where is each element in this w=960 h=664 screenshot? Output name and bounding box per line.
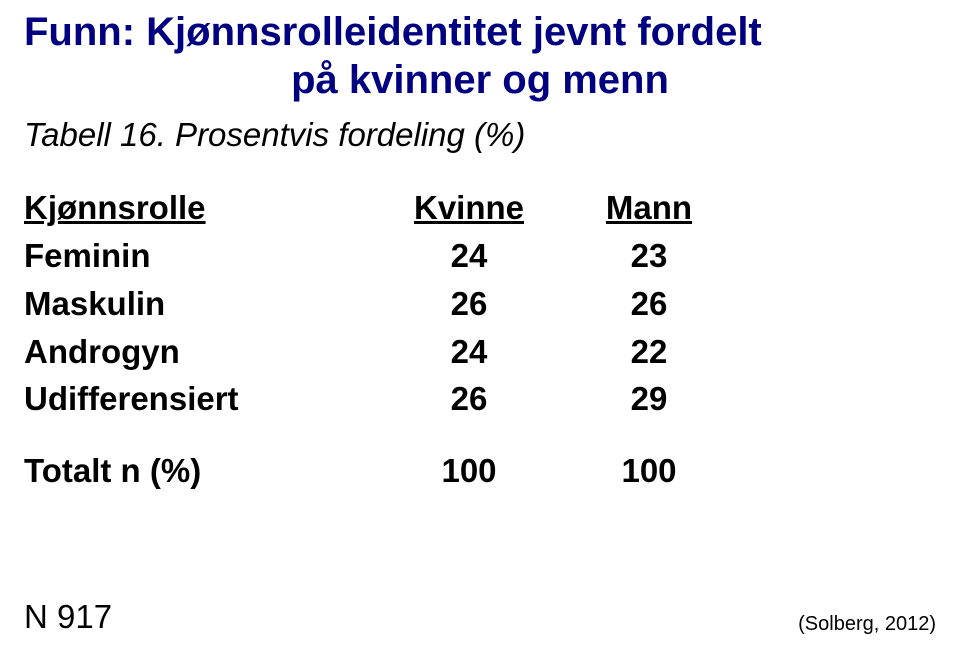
slide-footer: N 917 (Solberg, 2012) xyxy=(24,598,936,636)
table-row: Maskulin 26 26 xyxy=(24,280,936,328)
citation: (Solberg, 2012) xyxy=(798,613,936,636)
table-row: Udifferensiert 26 29 xyxy=(24,375,936,423)
row-label: Maskulin xyxy=(24,280,379,328)
title-line-1: Funn: Kjønnsrolleidentitet jevnt fordelt xyxy=(24,8,936,56)
row-value: 26 xyxy=(379,375,559,423)
header-col2: Mann xyxy=(559,184,739,232)
table-row: Androgyn 24 22 xyxy=(24,328,936,376)
total-label: Totalt n (%) xyxy=(24,447,379,495)
row-label: Udifferensiert xyxy=(24,375,379,423)
table-header-row: Kjønnsrolle Kvinne Mann xyxy=(24,184,936,232)
title-line-2: på kvinner og menn xyxy=(24,56,936,104)
row-value: 24 xyxy=(379,232,559,280)
table-row: Feminin 24 23 xyxy=(24,232,936,280)
row-value: 23 xyxy=(559,232,739,280)
row-value: 29 xyxy=(559,375,739,423)
row-value: 26 xyxy=(559,280,739,328)
row-value: 26 xyxy=(379,280,559,328)
row-label: Feminin xyxy=(24,232,379,280)
row-value: 22 xyxy=(559,328,739,376)
row-value: 24 xyxy=(379,328,559,376)
row-label: Androgyn xyxy=(24,328,379,376)
header-col1: Kvinne xyxy=(379,184,559,232)
sample-size: N 917 xyxy=(24,598,112,636)
table-total-row: Totalt n (%) 100 100 xyxy=(24,447,936,495)
spacer xyxy=(24,423,936,447)
header-label: Kjønnsrolle xyxy=(24,184,379,232)
data-table: Kjønnsrolle Kvinne Mann Feminin 24 23 Ma… xyxy=(0,154,960,495)
total-value: 100 xyxy=(559,447,739,495)
slide: Funn: Kjønnsrolleidentitet jevnt fordelt… xyxy=(0,0,960,664)
total-value: 100 xyxy=(379,447,559,495)
table-caption: Tabell 16. Prosentvis fordeling (%) xyxy=(0,110,960,154)
slide-title: Funn: Kjønnsrolleidentitet jevnt fordelt… xyxy=(0,0,960,110)
